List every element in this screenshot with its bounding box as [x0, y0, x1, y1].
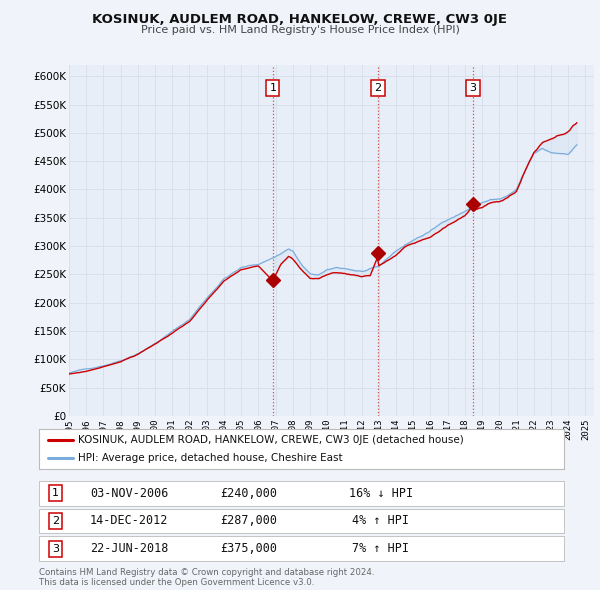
Text: 3: 3	[52, 544, 59, 553]
Text: HPI: Average price, detached house, Cheshire East: HPI: Average price, detached house, Ches…	[79, 453, 343, 463]
Text: 1: 1	[52, 489, 59, 498]
Text: 1: 1	[269, 83, 277, 93]
Text: 4% ↑ HPI: 4% ↑ HPI	[353, 514, 409, 527]
Text: 16% ↓ HPI: 16% ↓ HPI	[349, 487, 413, 500]
Text: 7% ↑ HPI: 7% ↑ HPI	[353, 542, 409, 555]
Text: 03-NOV-2006: 03-NOV-2006	[90, 487, 168, 500]
Text: £240,000: £240,000	[221, 487, 277, 500]
Text: Price paid vs. HM Land Registry's House Price Index (HPI): Price paid vs. HM Land Registry's House …	[140, 25, 460, 35]
Text: 22-JUN-2018: 22-JUN-2018	[90, 542, 168, 555]
Text: 14-DEC-2012: 14-DEC-2012	[90, 514, 168, 527]
Text: 2: 2	[374, 83, 382, 93]
Text: KOSINUK, AUDLEM ROAD, HANKELOW, CREWE, CW3 0JE (detached house): KOSINUK, AUDLEM ROAD, HANKELOW, CREWE, C…	[79, 435, 464, 445]
Text: 3: 3	[470, 83, 476, 93]
Text: £375,000: £375,000	[221, 542, 277, 555]
Text: 2: 2	[52, 516, 59, 526]
Text: KOSINUK, AUDLEM ROAD, HANKELOW, CREWE, CW3 0JE: KOSINUK, AUDLEM ROAD, HANKELOW, CREWE, C…	[92, 13, 508, 26]
Text: £287,000: £287,000	[221, 514, 277, 527]
Text: Contains HM Land Registry data © Crown copyright and database right 2024.
This d: Contains HM Land Registry data © Crown c…	[39, 568, 374, 587]
